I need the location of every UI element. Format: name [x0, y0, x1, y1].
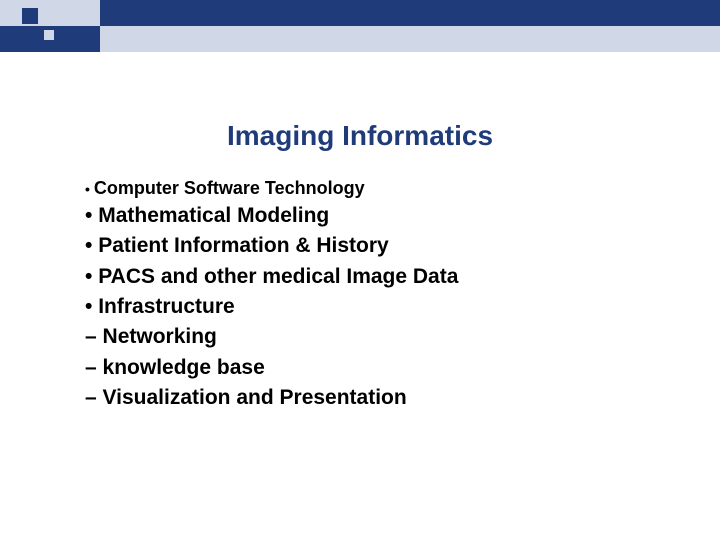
list-item-text: Computer Software Technology: [94, 178, 365, 198]
list-item: – Networking: [85, 323, 660, 351]
list-item: • Mathematical Modeling: [85, 202, 660, 230]
header-right-block: [100, 0, 720, 52]
bullet-marker: •: [85, 265, 92, 288]
header-left-block: [0, 0, 100, 52]
list-item-text: knowledge base: [103, 356, 265, 379]
bullet-marker: •: [85, 204, 92, 227]
list-item: – Visualization and Presentation: [85, 384, 660, 412]
bullet-marker: •: [85, 295, 92, 318]
list-item: – knowledge base: [85, 354, 660, 382]
list-item: • Patient Information & History: [85, 232, 660, 260]
bullet-marker: •: [85, 181, 90, 197]
slide-content: •Computer Software Technology • Mathemat…: [85, 175, 660, 414]
list-item: • PACS and other medical Image Data: [85, 263, 660, 291]
list-item-text: Mathematical Modeling: [98, 204, 329, 227]
list-item: • Infrastructure: [85, 293, 660, 321]
list-item: •Computer Software Technology: [85, 175, 660, 202]
list-item-text: Visualization and Presentation: [103, 386, 407, 409]
slide-header-decoration: [0, 0, 720, 52]
list-item-text: PACS and other medical Image Data: [98, 265, 458, 288]
slide-title: Imaging Informatics: [0, 120, 720, 152]
dash-marker: –: [85, 356, 97, 379]
list-item-text: Networking: [103, 325, 217, 348]
dash-marker: –: [85, 386, 97, 409]
list-item-text: Infrastructure: [98, 295, 235, 318]
bullet-marker: •: [85, 234, 92, 257]
list-item-text: Patient Information & History: [98, 234, 389, 257]
dash-marker: –: [85, 325, 97, 348]
